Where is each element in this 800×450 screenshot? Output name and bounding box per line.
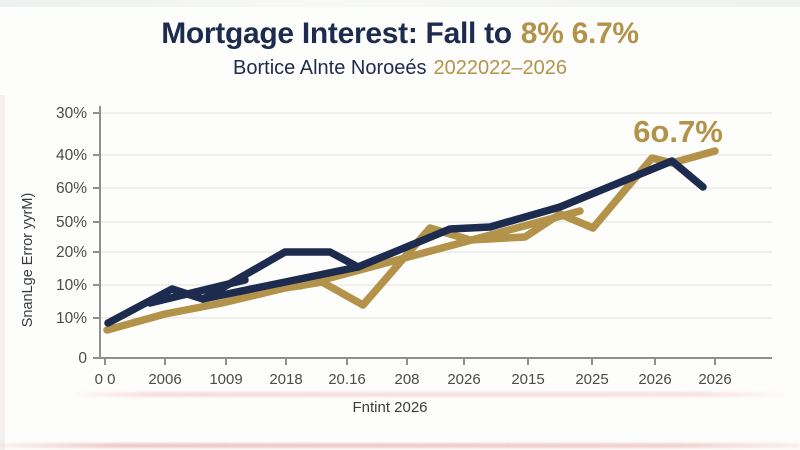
x-tick-label: 2025	[575, 371, 608, 388]
x-tick-label: 208	[394, 371, 419, 388]
x-tick-label: 2026	[638, 371, 671, 388]
y-tick-label: 0	[78, 350, 87, 367]
x-tick-label: 2006	[148, 371, 181, 388]
chart-subtitle-main: Bortice Alnte Noroeés	[233, 57, 427, 79]
endpoint-annotation: 6o.7%	[633, 114, 723, 149]
x-tick-label: 2026	[447, 371, 480, 388]
y-tick-label: 10%	[56, 310, 87, 327]
gold-bypass-strand	[296, 207, 584, 290]
x-tick-label: 0 0	[95, 371, 116, 388]
y-tick-label: 30%	[56, 105, 87, 122]
chart-title: Mortgage Interest: Fall to 8% 6.7%	[0, 17, 800, 51]
top-artifact-band	[0, 0, 800, 7]
x-tick-label: 20.16	[328, 371, 366, 388]
mid-artifact-band	[70, 392, 790, 397]
y-tick-label: 60%	[56, 180, 87, 197]
chart-title-accent: 8% 6.7%	[520, 17, 639, 50]
left-artifact-band	[0, 95, 5, 450]
chart-subtitle-accent: 2022022–2026	[433, 57, 567, 79]
bottom-artifact-band	[0, 443, 800, 448]
navy-cross-strand-2	[199, 263, 362, 303]
chart-subtitle: Bortice Alnte Noroeés 2022022–2026	[0, 57, 800, 80]
x-tick-label: 2026	[698, 371, 731, 388]
y-tick-label: 10%	[56, 277, 87, 294]
y-tick-label: 50%	[56, 214, 87, 231]
x-axis-caption: Fntint 2026	[352, 399, 428, 416]
y-tick-label: 40%	[56, 147, 87, 164]
navy-series-line	[104, 157, 707, 327]
x-tick-label: 2015	[511, 371, 544, 388]
y-tick-label: 20%	[56, 244, 87, 261]
chart-title-main: Mortgage Interest: Fall to	[161, 17, 512, 50]
x-tick-label: 1009	[209, 371, 242, 388]
x-tick-label: 2018	[269, 371, 302, 388]
